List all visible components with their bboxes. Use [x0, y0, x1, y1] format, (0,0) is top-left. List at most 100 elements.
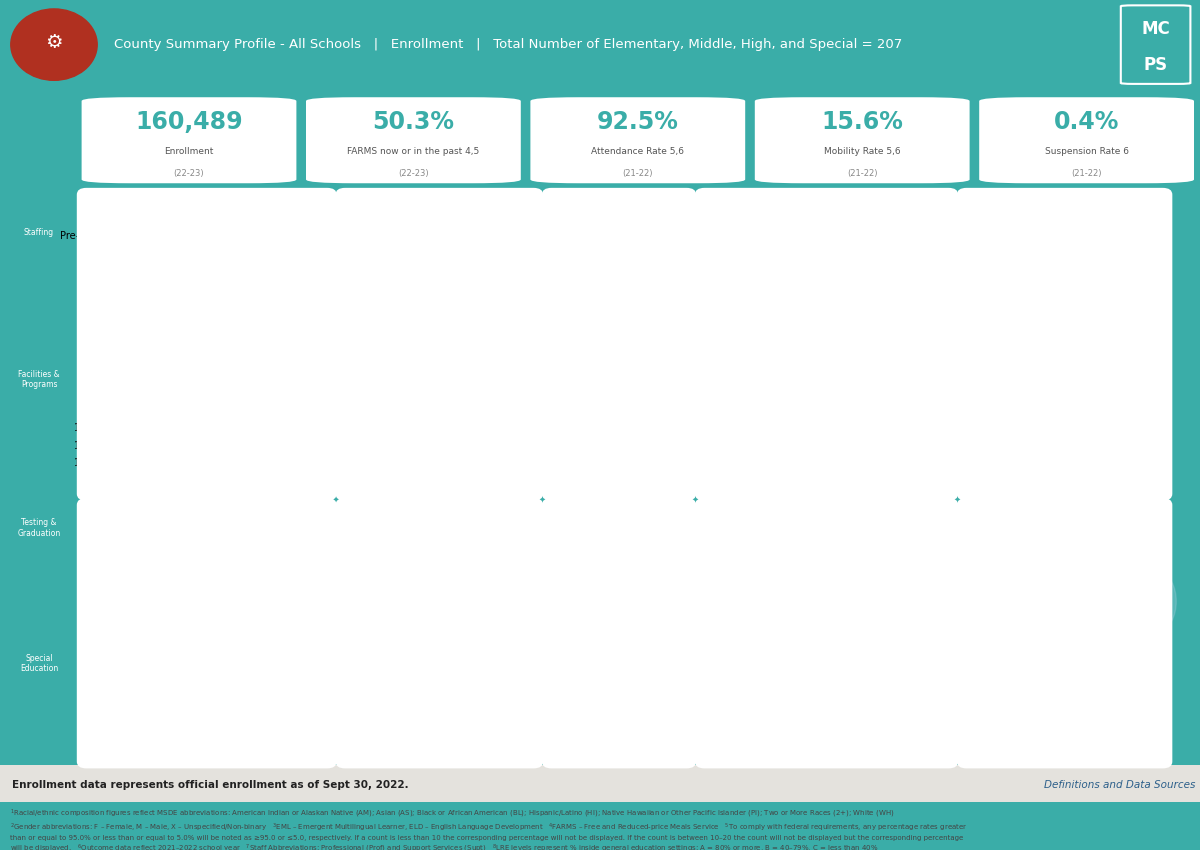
Text: HI: HI: [388, 642, 398, 652]
Text: 21.7: 21.7: [475, 611, 497, 621]
Bar: [827, 575, 887, 598]
Text: M: M: [582, 655, 590, 665]
Bar: [246, 740, 326, 757]
Text: BL: BL: [386, 611, 398, 621]
Text: Pre-K: Pre-K: [115, 528, 139, 537]
Text: Race: Race: [379, 518, 406, 528]
Text: PI: PI: [389, 673, 397, 683]
Circle shape: [22, 434, 56, 731]
Text: 8.7: 8.7: [278, 711, 293, 720]
Bar: [706, 666, 766, 689]
FancyBboxPatch shape: [755, 97, 970, 184]
Text: ≤5.0: ≤5.0: [847, 582, 866, 592]
Bar: [167, 541, 246, 558]
Bar: [766, 506, 827, 530]
Bar: [439, 506, 533, 540]
Circle shape: [1081, 335, 1134, 428]
Bar: [827, 598, 887, 620]
Text: B: B: [1013, 655, 1020, 665]
Bar: [827, 734, 887, 756]
Bar: [246, 591, 326, 608]
Text: (21-22): (21-22): [847, 169, 877, 178]
Text: ≤5.0: ≤5.0: [786, 695, 806, 705]
Bar: [94, 421, 250, 434]
Bar: [887, 575, 947, 598]
Bar: [88, 608, 167, 624]
Bar: [553, 506, 619, 571]
Text: 13.0: 13.0: [847, 650, 866, 660]
Text: 7.4: 7.4: [280, 661, 293, 671]
Bar: [94, 456, 226, 468]
Bar: [808, 281, 850, 455]
Bar: [827, 620, 887, 643]
Text: 9: 9: [125, 694, 130, 704]
Bar: [553, 631, 619, 689]
Text: 12.6%: 12.6%: [893, 393, 931, 403]
Text: 24.4%: 24.4%: [445, 437, 481, 446]
Text: 92.5%: 92.5%: [596, 110, 679, 133]
Circle shape: [1050, 359, 1112, 471]
Text: PS: PS: [1144, 56, 1168, 74]
Bar: [88, 558, 167, 574]
Text: County Summary Profile - All Schools   |   Enrollment   |   Total Number of Elem: County Summary Profile - All Schools | E…: [114, 38, 902, 51]
Bar: [439, 693, 533, 724]
Text: WH: WH: [728, 740, 743, 750]
Text: 6.6: 6.6: [278, 545, 293, 553]
Bar: [725, 381, 767, 455]
Bar: [167, 691, 246, 707]
Bar: [766, 734, 827, 756]
Bar: [94, 333, 224, 346]
Text: 43.8%: 43.8%: [810, 269, 848, 280]
Text: Special
Education %: Special Education %: [888, 508, 947, 528]
Text: Enrollment data represents official enrollment as of Sept 30, 2022.: Enrollment data represents official enro…: [12, 779, 409, 790]
Text: ≤5.0: ≤5.0: [474, 673, 498, 683]
Bar: [88, 674, 167, 691]
Text: 68.6%: 68.6%: [979, 258, 1019, 268]
FancyBboxPatch shape: [979, 97, 1194, 184]
Bar: [1118, 396, 1152, 455]
Text: 2: 2: [125, 578, 130, 586]
Text: 50.3%: 50.3%: [372, 110, 455, 133]
Text: 4,243: 4,243: [143, 230, 172, 240]
Title: Enrollment by Race¹ ⁵: Enrollment by Race¹ ⁵: [368, 200, 520, 212]
Text: 9.8%: 9.8%: [1051, 416, 1082, 426]
Bar: [88, 506, 167, 524]
Bar: [167, 657, 246, 674]
Text: 51.9: 51.9: [642, 655, 662, 665]
Bar: [167, 558, 246, 574]
Bar: [827, 530, 887, 553]
Text: 1: 1: [125, 561, 130, 570]
Bar: [1064, 689, 1162, 749]
FancyBboxPatch shape: [306, 97, 521, 184]
Text: Definitions and Data Sources: Definitions and Data Sources: [1044, 779, 1195, 790]
Bar: [88, 591, 167, 608]
Bar: [167, 608, 246, 624]
FancyBboxPatch shape: [82, 97, 296, 184]
Bar: [88, 724, 167, 740]
Text: 13.9%: 13.9%: [407, 249, 443, 259]
Bar: [887, 711, 947, 734]
Bar: [167, 624, 246, 641]
Text: 11,925: 11,925: [191, 661, 222, 671]
Bar: [706, 643, 766, 666]
Legend: F, M, X: F, M, X: [576, 461, 661, 478]
Bar: [88, 707, 167, 724]
Text: 8.2: 8.2: [790, 537, 803, 547]
Text: Academic
Pathway: Academic Pathway: [20, 775, 58, 795]
Text: 24.4: 24.4: [847, 672, 866, 682]
Bar: [619, 689, 685, 749]
Bar: [766, 575, 827, 598]
Bar: [88, 574, 167, 591]
Circle shape: [1121, 447, 1163, 522]
Text: ≤5.0: ≤5.0: [641, 714, 664, 724]
Text: 11,692: 11,692: [226, 335, 260, 344]
Title: Least Restrictive
Environment⁵·⁸: Least Restrictive Environment⁵·⁸: [1010, 194, 1123, 223]
Text: AS: AS: [731, 627, 742, 637]
Bar: [766, 553, 827, 575]
Text: M: M: [732, 560, 739, 569]
Text: Staffing: Staffing: [24, 228, 54, 237]
Text: 160,489: 160,489: [136, 110, 242, 133]
Circle shape: [1103, 387, 1150, 471]
Bar: [887, 530, 947, 553]
Bar: [246, 707, 326, 724]
